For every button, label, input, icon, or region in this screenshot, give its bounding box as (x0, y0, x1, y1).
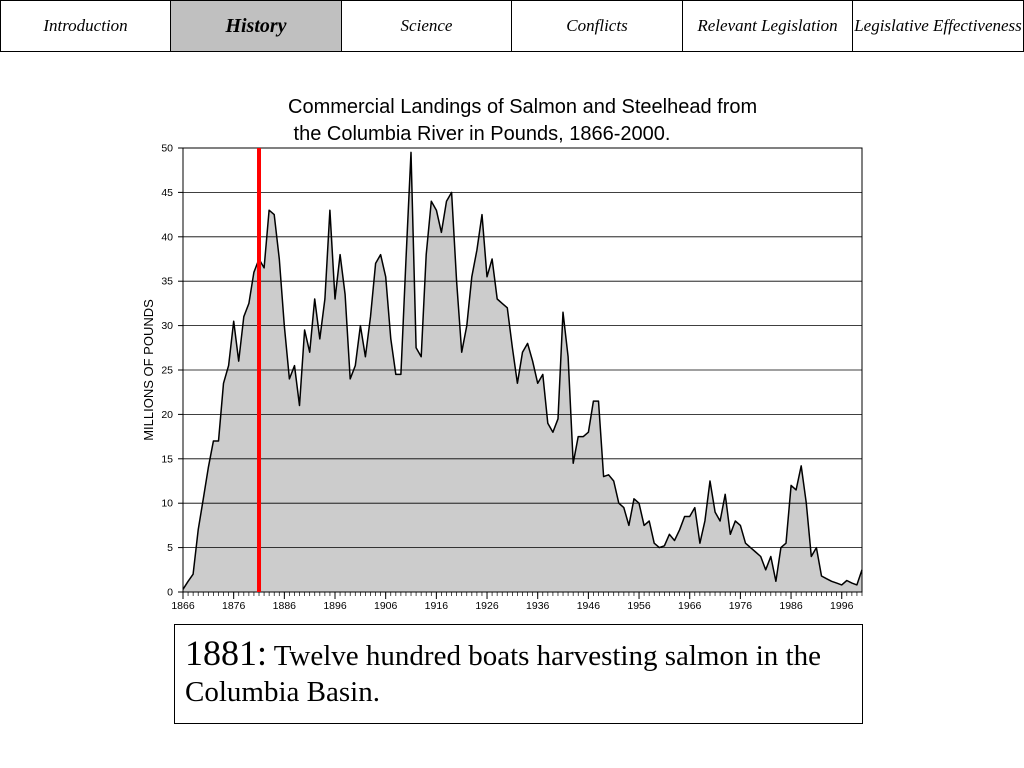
section-nav: Introduction History Science Conflicts R… (0, 0, 1024, 52)
tab-conflicts[interactable]: Conflicts (512, 0, 683, 52)
chart-title: Commercial Landings of Salmon and Steelh… (288, 96, 758, 145)
series-area (183, 152, 862, 592)
y-tick-label: 10 (161, 498, 173, 510)
x-tick-label: 1866 (171, 600, 195, 612)
landings-chart: 0 5 10 15 20 25 30 35 40 45 50 1866 1876 1886 1896 1906… (141, 143, 863, 612)
caption-box: 1881: Twelve hundred boats harvesting sa… (174, 624, 863, 724)
y-tick-label: 0 (167, 587, 173, 599)
caption-text: Twelve hundred boats harvesting salmon i… (185, 640, 821, 708)
x-tick-label: 1916 (425, 600, 449, 612)
x-tick-label: 1936 (526, 600, 550, 612)
series-line (182, 151, 863, 590)
x-tick-label: 1876 (222, 600, 246, 612)
y-tick-label: 30 (161, 320, 173, 332)
tab-science[interactable]: Science (342, 0, 512, 52)
x-tick-label: 1966 (678, 600, 702, 612)
x-tick-label: 1896 (323, 600, 347, 612)
y-axis-label: MILLIONS OF POUNDS (141, 299, 156, 441)
caption-year: 1881: (185, 633, 268, 673)
y-tick-label: 15 (161, 453, 173, 465)
tab-legislative-effectiveness[interactable]: Legislative Effectiveness (853, 0, 1024, 52)
x-tick-label: 1986 (779, 600, 803, 612)
y-tick-label: 35 (161, 276, 173, 288)
y-tick-label: 20 (161, 409, 173, 421)
x-tick-label: 1886 (273, 600, 297, 612)
x-tick-label: 1946 (577, 600, 601, 612)
x-tick-label: 1956 (627, 600, 651, 612)
y-tick-label: 40 (161, 231, 173, 243)
tab-history[interactable]: History (171, 0, 342, 52)
x-tick-label: 1976 (729, 600, 753, 612)
x-tick-label: 1906 (374, 600, 398, 612)
x-tick-label: 1926 (475, 600, 499, 612)
tab-introduction[interactable]: Introduction (0, 0, 171, 52)
y-tick-label: 50 (161, 143, 173, 155)
x-tick-label: 1996 (830, 600, 854, 612)
tab-relevant-legislation[interactable]: Relevant Legislation (683, 0, 853, 52)
y-tick-label: 25 (161, 365, 173, 377)
y-tick-label: 45 (161, 187, 173, 199)
y-tick-label: 5 (167, 542, 173, 554)
